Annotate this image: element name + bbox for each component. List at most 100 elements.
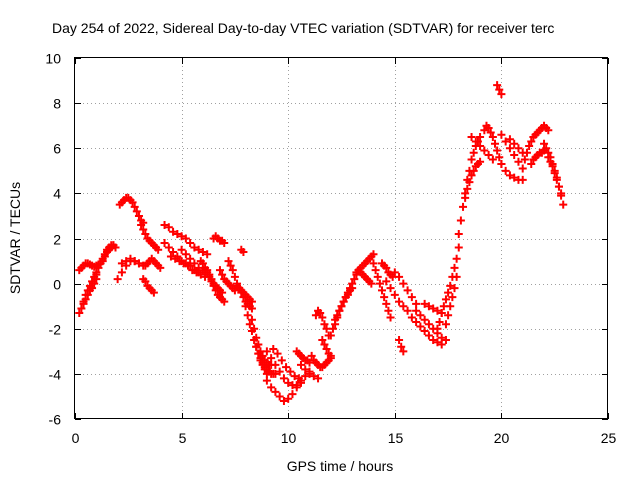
data-point: [454, 243, 463, 252]
data-point: [149, 288, 158, 297]
data-point: [164, 223, 173, 232]
data-point: [294, 374, 303, 383]
y-tick-label: 6: [53, 141, 61, 157]
data-point: [429, 336, 438, 345]
data-point: [296, 378, 305, 387]
data-point: [435, 317, 444, 326]
data-point: [382, 263, 391, 272]
data-point: [424, 320, 433, 329]
data-series-arc50: [467, 132, 497, 164]
data-series-arc33: [318, 336, 335, 360]
x-tick-label: 5: [179, 430, 187, 446]
data-point: [109, 241, 118, 250]
data-series-arc52: [493, 81, 506, 99]
data-point: [337, 302, 346, 311]
data-point: [220, 297, 229, 306]
data-point: [245, 320, 254, 329]
data-point: [316, 308, 325, 317]
data-point: [467, 171, 476, 180]
data-point: [307, 351, 316, 360]
data-point: [444, 311, 453, 320]
data-series-arc54: [497, 160, 527, 184]
data-point: [92, 275, 101, 284]
data-point: [132, 207, 141, 216]
data-point: [183, 261, 192, 270]
data-point: [395, 297, 404, 306]
plot-frame: [74, 57, 608, 419]
data-point: [333, 311, 342, 320]
data-point: [284, 378, 293, 387]
data-point: [296, 360, 305, 369]
data-point: [559, 200, 568, 209]
data-point: [429, 304, 438, 313]
y-tick-label: -6: [49, 412, 62, 428]
data-point: [399, 279, 408, 288]
data-point: [328, 324, 337, 333]
data-point: [279, 374, 288, 383]
data-point: [446, 281, 455, 290]
data-point: [75, 308, 84, 317]
data-point: [527, 160, 536, 169]
data-point: [386, 313, 395, 322]
data-point: [476, 132, 485, 141]
data-point: [305, 369, 314, 378]
data-point: [339, 297, 348, 306]
data-point: [416, 322, 425, 331]
data-point: [137, 220, 146, 229]
data-series-arc17: [203, 266, 227, 297]
data-point: [441, 295, 450, 304]
data-series-arc25: [252, 342, 280, 378]
data-point: [198, 248, 207, 257]
data-series-arc6: [115, 193, 148, 227]
data-point: [175, 257, 184, 266]
data-series-arc22: [237, 245, 248, 257]
data-point: [186, 239, 195, 248]
x-tick-label: 10: [281, 430, 297, 446]
data-series-arc8: [117, 254, 143, 268]
x-tick-label: 20: [494, 430, 510, 446]
data-point: [514, 157, 523, 166]
data-point: [90, 279, 99, 288]
data-point: [247, 304, 256, 313]
data-point: [395, 272, 404, 281]
data-point: [554, 182, 563, 191]
data-point: [286, 367, 295, 376]
data-point: [544, 126, 553, 135]
data-point: [505, 135, 514, 144]
data-point: [448, 293, 457, 302]
data-point: [486, 128, 495, 137]
data-point: [275, 392, 284, 401]
data-point: [77, 304, 86, 313]
data-point: [203, 266, 212, 275]
data-series-arc21: [233, 281, 256, 306]
data-point: [450, 284, 459, 293]
data-point: [277, 356, 286, 365]
data-point: [273, 349, 282, 358]
data-point: [497, 130, 506, 139]
data-point: [341, 293, 350, 302]
data-point: [480, 146, 489, 155]
data-point: [493, 81, 502, 90]
data-point: [194, 245, 203, 254]
data-point: [134, 211, 143, 220]
data-point: [386, 284, 395, 293]
y-tick-label: 0: [53, 277, 61, 293]
x-tick-label: 15: [388, 430, 404, 446]
data-point: [252, 333, 261, 342]
data-series-arc31: [307, 351, 335, 372]
data-point: [348, 279, 357, 288]
data-point: [441, 336, 450, 345]
data-point: [471, 137, 480, 146]
data-point: [314, 374, 323, 383]
data-point: [179, 259, 188, 268]
data-point: [169, 248, 178, 257]
data-point: [505, 144, 514, 153]
x-tick-label: 25: [601, 430, 617, 446]
data-series-arc47: [441, 272, 461, 329]
data-series-arc42: [395, 336, 408, 356]
data-point: [160, 220, 169, 229]
data-point: [154, 245, 163, 254]
data-point: [501, 137, 510, 146]
data-point: [164, 243, 173, 252]
data-point: [252, 342, 261, 351]
